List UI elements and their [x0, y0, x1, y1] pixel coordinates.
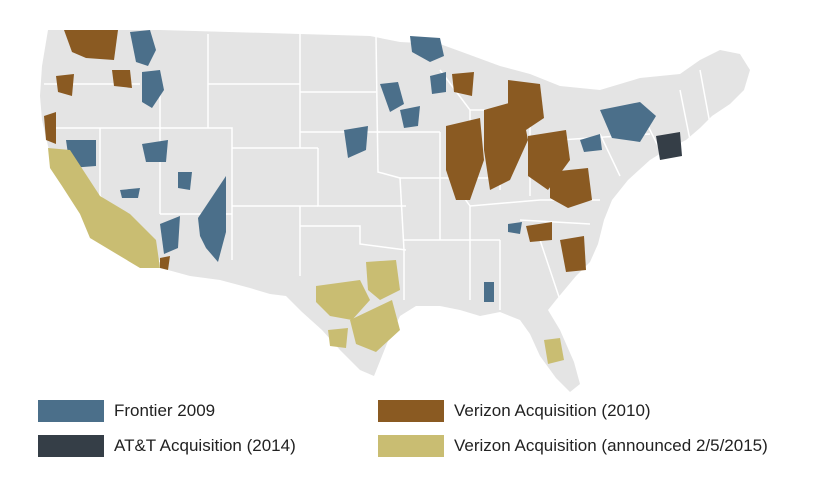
region-vz2010-ca	[44, 112, 56, 144]
legend-swatch-att-2014	[38, 435, 104, 457]
region-vz2010-sc	[560, 236, 586, 272]
region-vz2010-nc	[526, 222, 552, 242]
region-vz2015-tx1	[316, 280, 370, 320]
region-vz2010-mt	[112, 70, 132, 88]
region-att-ct	[656, 132, 682, 160]
region-frontier-id	[130, 30, 156, 66]
region-frontier-mn1	[380, 82, 404, 112]
legend-swatch-frontier-2009	[38, 400, 104, 422]
region-frontier-mt	[142, 70, 164, 108]
legend-label-verizon-2015: Verizon Acquisition (announced 2/5/2015)	[454, 436, 768, 455]
region-frontier-az	[198, 176, 226, 262]
region-vz2010-mi	[508, 80, 544, 130]
region-frontier-mn3	[410, 36, 444, 62]
region-frontier-ny2	[580, 134, 602, 152]
region-frontier-ut	[178, 172, 192, 190]
legend-item-verizon-2015: Verizon Acquisition (announced 2/5/2015)	[378, 435, 768, 457]
legend-label-att-2014: AT&T Acquisition (2014)	[114, 436, 296, 455]
region-frontier-mn2	[400, 106, 420, 128]
us-territory-map	[40, 30, 750, 392]
legend-item-verizon-2010: Verizon Acquisition (2010)	[378, 400, 651, 422]
frontier-2009-regions	[62, 30, 656, 302]
us-landmass	[40, 30, 750, 392]
region-vz2015-ca	[48, 148, 160, 268]
legend-item-att-2014: AT&T Acquisition (2014)	[38, 435, 296, 457]
region-frontier-al	[484, 282, 494, 302]
legend-label-verizon-2010: Verizon Acquisition (2010)	[454, 401, 651, 420]
legend-swatch-verizon-2010	[378, 400, 444, 422]
region-vz2010-wv	[550, 168, 592, 208]
legend-item-frontier-2009: Frontier 2009	[38, 400, 215, 422]
region-vz2015-tx3	[350, 300, 400, 352]
region-frontier-nv	[142, 140, 168, 162]
legend-swatch-verizon-2015	[378, 435, 444, 457]
region-vz2010-wi	[452, 72, 474, 96]
region-vz2010-az	[160, 256, 170, 270]
verizon-2015-regions	[48, 148, 564, 364]
region-frontier-ca	[120, 188, 140, 198]
region-vz2010-il	[446, 118, 484, 200]
region-vz2015-tx2	[366, 260, 400, 300]
region-frontier-ga	[508, 222, 522, 234]
region-vz2010-or	[56, 74, 74, 96]
legend-label-frontier-2009: Frontier 2009	[114, 401, 216, 420]
region-frontier-ia	[344, 126, 368, 158]
verizon-2010-regions	[44, 30, 592, 272]
region-vz2015-tx4	[328, 328, 348, 348]
att-2014-regions	[656, 132, 682, 160]
region-frontier-wi	[430, 72, 446, 94]
region-frontier-az2	[160, 216, 180, 254]
region-vz2010-oh	[528, 130, 570, 190]
region-frontier-ny1	[600, 102, 656, 142]
region-vz2015-fl	[544, 338, 564, 364]
region-vz2010-wa	[64, 30, 118, 60]
